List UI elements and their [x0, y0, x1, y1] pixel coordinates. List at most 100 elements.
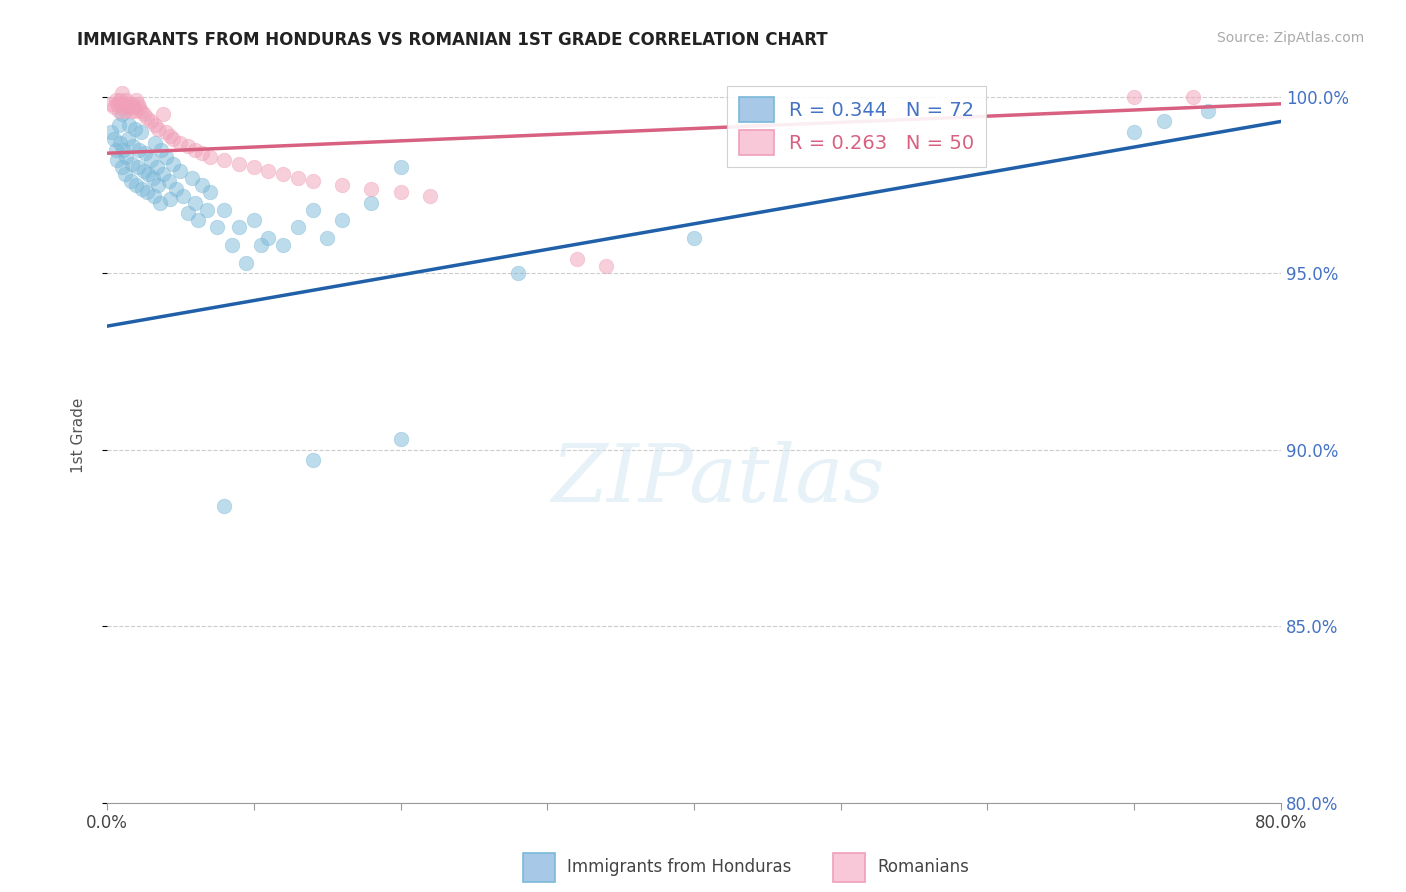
Point [110, 93, 132, 107]
Point [287, 170, 309, 185]
Point [271, 168, 294, 182]
Point [159, 192, 181, 206]
Point [112, 100, 135, 114]
Point [114, 168, 136, 182]
Point [162, 132, 184, 146]
Point [122, 139, 145, 153]
Text: Immigrants from Honduras: Immigrants from Honduras [568, 858, 792, 877]
Point [184, 195, 207, 210]
Point [214, 499, 236, 513]
Point [301, 453, 323, 467]
Point [112, 143, 135, 157]
Point [100, 125, 122, 139]
Point [132, 164, 155, 178]
Point [127, 96, 149, 111]
Point [243, 161, 266, 175]
Point [235, 255, 257, 269]
Point [228, 157, 250, 171]
Y-axis label: 1st Grade: 1st Grade [72, 398, 86, 474]
Text: IMMIGRANTS FROM HONDURAS VS ROMANIAN 1ST GRADE CORRELATION CHART: IMMIGRANTS FROM HONDURAS VS ROMANIAN 1ST… [77, 31, 828, 49]
Point [257, 231, 280, 245]
Bar [523, 854, 554, 881]
Point [111, 96, 134, 111]
Point [683, 231, 706, 245]
Point [125, 178, 148, 192]
Point [187, 213, 209, 227]
Point [360, 181, 382, 195]
Point [162, 157, 184, 171]
Point [111, 107, 134, 121]
Point [135, 185, 157, 199]
Point [105, 153, 128, 168]
Point [389, 161, 412, 175]
Point [1197, 103, 1219, 118]
Point [114, 103, 136, 118]
Point [111, 161, 134, 175]
Point [117, 96, 139, 111]
Point [118, 118, 141, 132]
Point [103, 100, 125, 114]
Point [214, 202, 236, 217]
Point [506, 266, 529, 280]
Point [134, 146, 156, 161]
Point [120, 103, 142, 118]
Point [271, 238, 294, 252]
Point [205, 220, 228, 235]
Text: ZIPatlas: ZIPatlas [551, 441, 884, 518]
Point [165, 181, 187, 195]
Point [159, 128, 181, 143]
Point [152, 168, 174, 182]
Bar [832, 854, 865, 881]
Point [228, 220, 250, 235]
Point [152, 107, 174, 121]
Point [595, 259, 617, 273]
Point [301, 202, 323, 217]
Point [128, 100, 150, 114]
Point [316, 231, 339, 245]
Point [108, 103, 131, 118]
Point [184, 143, 207, 157]
Point [136, 168, 159, 182]
Point [103, 132, 125, 146]
Point [1123, 125, 1146, 139]
Point [155, 150, 177, 164]
Point [100, 96, 122, 111]
Point [120, 174, 142, 188]
Point [177, 139, 200, 153]
Point [142, 170, 165, 185]
Point [287, 220, 309, 235]
Point [128, 143, 150, 157]
Point [214, 153, 236, 168]
Point [132, 107, 155, 121]
Legend: R = 0.344   N = 72, R = 0.263   N = 50: R = 0.344 N = 72, R = 0.263 N = 50 [727, 86, 986, 167]
Point [221, 238, 243, 252]
Point [177, 206, 200, 220]
Point [124, 121, 146, 136]
Text: Romanians: Romanians [877, 858, 969, 877]
Point [301, 174, 323, 188]
Point [139, 114, 162, 128]
Point [129, 125, 152, 139]
Point [330, 213, 353, 227]
Point [191, 146, 214, 161]
Point [135, 111, 157, 125]
Point [389, 432, 412, 446]
Point [124, 103, 146, 118]
Point [1123, 89, 1146, 103]
Point [148, 178, 170, 192]
Point [105, 96, 128, 111]
Point [155, 125, 177, 139]
Point [198, 185, 221, 199]
Point [150, 143, 173, 157]
Point [330, 178, 353, 192]
Point [104, 143, 127, 157]
Point [195, 202, 218, 217]
Text: Source: ZipAtlas.com: Source: ZipAtlas.com [1216, 31, 1364, 45]
Point [143, 188, 166, 202]
Point [115, 150, 138, 164]
Point [145, 118, 167, 132]
Point [111, 87, 134, 101]
Point [565, 252, 588, 266]
Point [104, 93, 127, 107]
Point [125, 93, 148, 107]
